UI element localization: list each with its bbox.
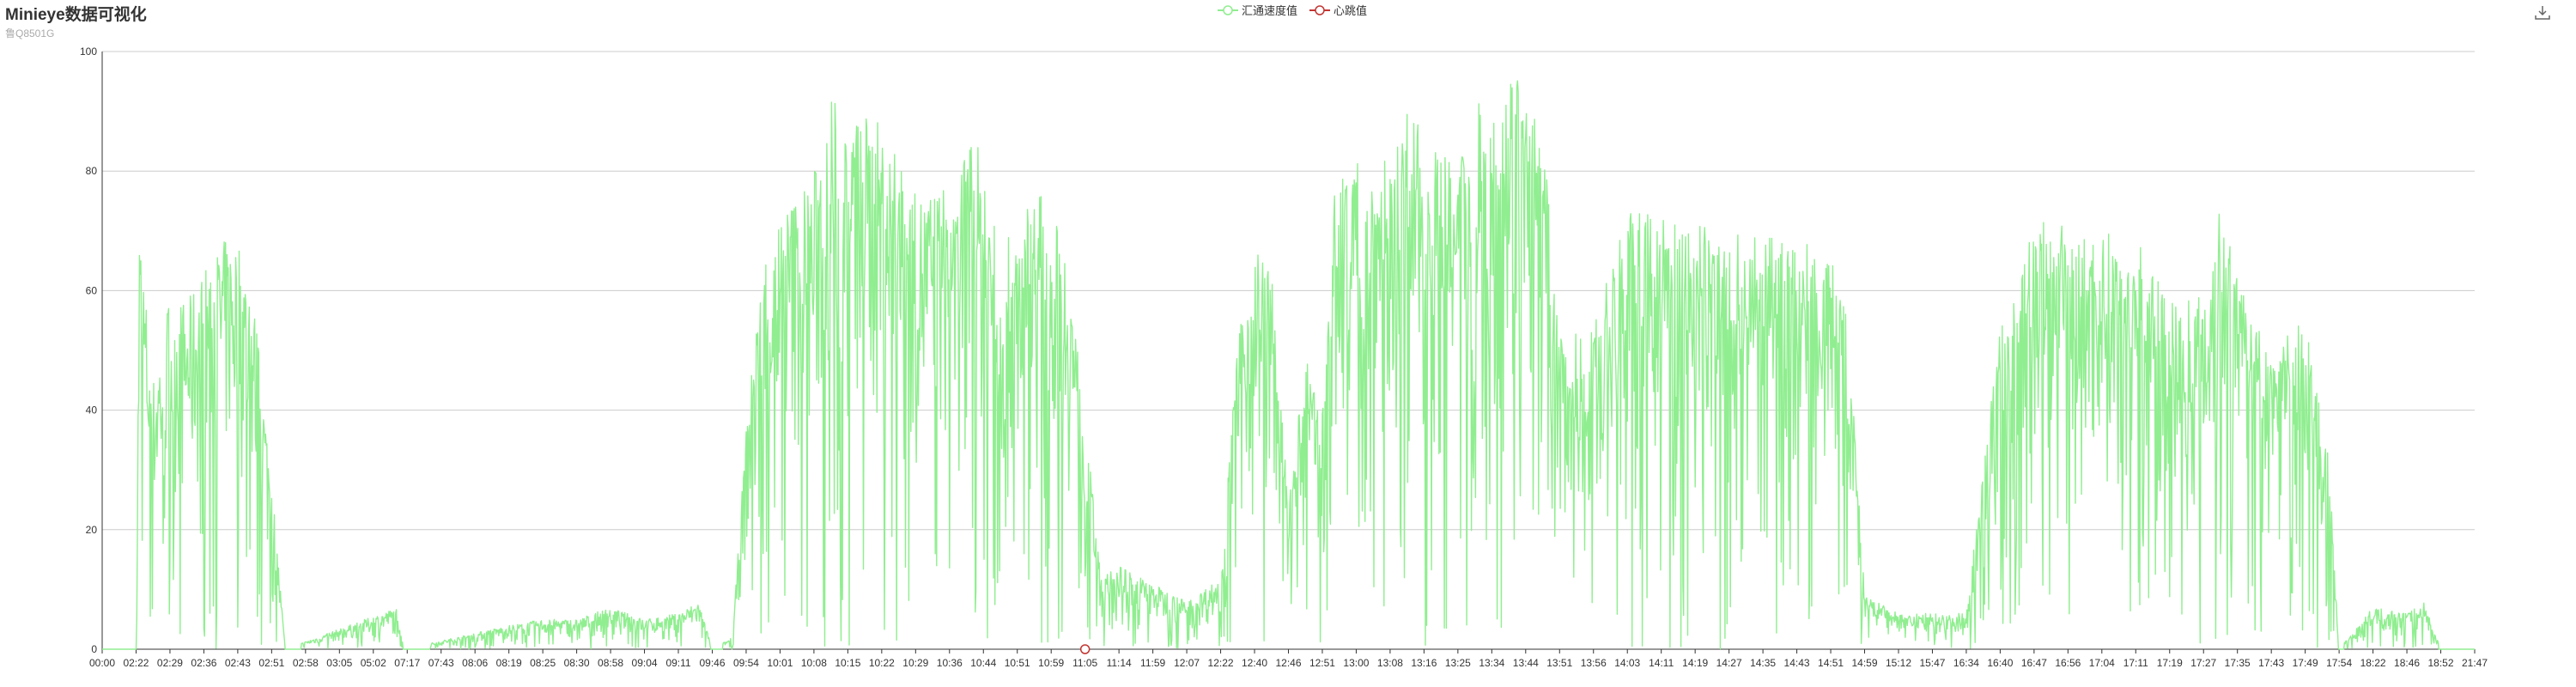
x-tick-label: 12:51 [1309, 657, 1335, 669]
x-tick-label: 16:47 [2021, 657, 2047, 669]
legend-speed-icon [1218, 4, 1238, 15]
x-tick-label: 10:15 [835, 657, 860, 669]
x-tick-label: 13:16 [1411, 657, 1437, 669]
x-tick-label: 02:22 [123, 657, 149, 669]
x-tick-label: 16:34 [1953, 657, 1979, 669]
y-tick-label: 40 [86, 404, 98, 416]
legend-heartbeat-icon [1309, 4, 1331, 15]
x-tick-label: 13:34 [1479, 657, 1504, 669]
x-tick-label: 10:29 [902, 657, 928, 669]
chart-title: Minieye数据可视化 [5, 6, 147, 24]
legend-item-speed[interactable]: 汇通速度值 [1218, 2, 1297, 18]
download-icon[interactable] [2533, 3, 2552, 22]
x-tick-label: 02:51 [258, 657, 284, 669]
x-tick-label: 17:49 [2293, 657, 2318, 669]
x-tick-label: 03:05 [326, 657, 352, 669]
x-tick-label: 15:47 [1919, 657, 1945, 669]
x-tick-label: 14:35 [1750, 657, 1776, 669]
x-tick-label: 02:43 [225, 657, 251, 669]
x-tick-label: 13:08 [1377, 657, 1403, 669]
legend-heartbeat-label: 心跳值 [1334, 4, 1368, 17]
x-tick-label: 07:43 [428, 657, 454, 669]
y-tick-label: 60 [86, 284, 98, 296]
x-tick-label: 17:04 [2089, 657, 2115, 669]
x-tick-label: 18:46 [2394, 657, 2420, 669]
legend-speed-label: 汇通速度值 [1242, 4, 1298, 17]
chart-subtitle: 鲁Q8501G [5, 27, 55, 40]
x-tick-label: 11:05 [1072, 657, 1097, 669]
y-tick-label: 100 [80, 46, 97, 58]
x-tick-label: 10:22 [869, 657, 895, 669]
x-tick-label: 15:12 [1886, 657, 1911, 669]
x-tick-label: 10:01 [767, 657, 793, 669]
x-tick-label: 10:59 [1038, 657, 1064, 669]
x-tick-label: 08:25 [530, 657, 556, 669]
x-tick-label: 13:56 [1581, 657, 1607, 669]
legend-item-heartbeat[interactable]: 心跳值 [1309, 2, 1367, 18]
x-tick-label: 16:56 [2055, 657, 2081, 669]
series-speed-line [102, 80, 2475, 650]
x-tick-label: 17:43 [2258, 657, 2284, 669]
x-tick-label: 12:07 [1174, 657, 1200, 669]
x-tick-label: 07:17 [394, 657, 420, 669]
x-tick-label: 16:40 [1987, 657, 2013, 669]
x-tick-label: 02:58 [293, 657, 319, 669]
y-tick-label: 20 [86, 524, 98, 536]
x-tick-label: 09:54 [733, 657, 759, 669]
x-tick-label: 14:11 [1649, 657, 1674, 669]
x-tick-label: 11:14 [1107, 657, 1132, 669]
x-tick-label: 02:29 [157, 657, 183, 669]
x-tick-label: 13:44 [1513, 657, 1539, 669]
x-tick-label: 13:25 [1445, 657, 1471, 669]
x-tick-label: 08:06 [462, 657, 488, 669]
x-tick-label: 08:58 [598, 657, 623, 669]
x-tick-label: 05:02 [361, 657, 386, 669]
x-tick-label: 02:36 [191, 657, 216, 669]
x-tick-label: 08:30 [564, 657, 590, 669]
y-tick-label: 0 [91, 643, 97, 655]
x-tick-label: 12:40 [1242, 657, 1267, 669]
x-tick-label: 14:19 [1682, 657, 1708, 669]
y-tick-label: 80 [86, 165, 98, 177]
x-tick-label: 14:43 [1784, 657, 1810, 669]
x-tick-label: 14:03 [1614, 657, 1640, 669]
x-tick-label: 17:19 [2157, 657, 2183, 669]
x-tick-label: 11:59 [1140, 657, 1165, 669]
x-tick-label: 17:54 [2326, 657, 2352, 669]
x-tick-label: 21:47 [2462, 657, 2488, 669]
x-tick-label: 17:27 [2190, 657, 2216, 669]
x-tick-label: 13:51 [1546, 657, 1572, 669]
x-tick-label: 08:19 [496, 657, 522, 669]
x-tick-label: 17:35 [2225, 657, 2251, 669]
x-tick-label: 13:00 [1343, 657, 1369, 669]
legend: 汇通速度值 心跳值 [1218, 2, 1367, 18]
x-tick-label: 14:51 [1818, 657, 1844, 669]
x-tick-label: 10:08 [801, 657, 827, 669]
x-tick-label: 14:59 [1851, 657, 1877, 669]
x-tick-label: 10:51 [1005, 657, 1030, 669]
x-tick-label: 18:52 [2428, 657, 2454, 669]
x-tick-label: 10:36 [937, 657, 963, 669]
heartbeat-point [1079, 644, 1091, 654]
x-tick-label: 12:46 [1275, 657, 1301, 669]
x-tick-label: 00:00 [89, 657, 115, 669]
x-tick-label: 09:11 [665, 657, 690, 669]
x-tick-label: 09:46 [699, 657, 725, 669]
x-tick-label: 12:22 [1208, 657, 1234, 669]
x-tick-label: 10:44 [970, 657, 996, 669]
x-tick-label: 18:22 [2360, 657, 2386, 669]
x-tick-label: 17:11 [2123, 657, 2148, 669]
x-tick-label: 14:27 [1716, 657, 1742, 669]
x-tick-label: 09:04 [632, 657, 658, 669]
